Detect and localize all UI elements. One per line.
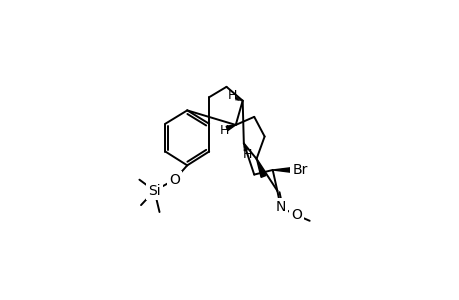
Text: Si: Si [148,184,160,198]
Polygon shape [256,159,265,177]
Text: H: H [219,124,229,137]
Text: N: N [275,200,285,214]
Text: Br: Br [292,163,307,177]
Text: H: H [227,89,236,102]
Text: O: O [290,208,301,222]
Text: H: H [242,148,252,161]
Polygon shape [272,168,291,172]
Polygon shape [226,125,235,130]
Text: O: O [169,173,179,187]
